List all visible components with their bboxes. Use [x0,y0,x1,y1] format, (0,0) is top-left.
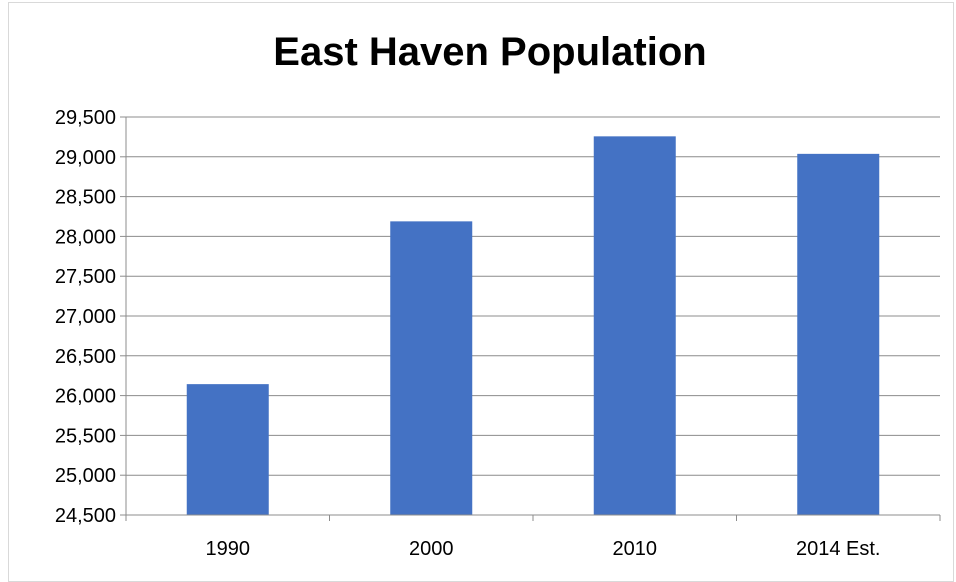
y-tick-label: 29,000 [55,147,116,169]
bar [593,136,676,515]
bar [186,384,269,515]
y-tick-label: 26,500 [55,346,116,368]
bar [390,221,473,516]
x-tick-label: 2000 [409,538,454,560]
chart-title: East Haven Population [273,30,707,74]
y-tick-label: 28,000 [55,226,116,248]
y-tick-labels: 24,500 25,000 25,500 26,000 26,500 27,000 27,5… [55,107,116,527]
y-tick-label: 24,500 [55,505,116,527]
bar [797,153,880,515]
y-tick-label: 27,000 [55,306,116,328]
y-tick-label: 27,500 [55,266,116,288]
x-tick-labels: 1990 2000 2010 2014 Est. [206,538,881,560]
x-tick-label: 2010 [613,538,658,560]
y-tick-label: 26,000 [55,386,116,408]
x-tick-label: 2014 Est. [796,538,881,560]
bars [186,136,880,516]
y-tick-label: 25,000 [55,465,116,487]
chart-frame [8,2,954,582]
x-tick-label: 1990 [206,538,251,560]
y-tick-label: 25,500 [55,425,116,447]
y-tick-label: 28,500 [55,187,116,209]
y-tick-label: 29,500 [55,107,116,129]
axes [120,116,941,521]
